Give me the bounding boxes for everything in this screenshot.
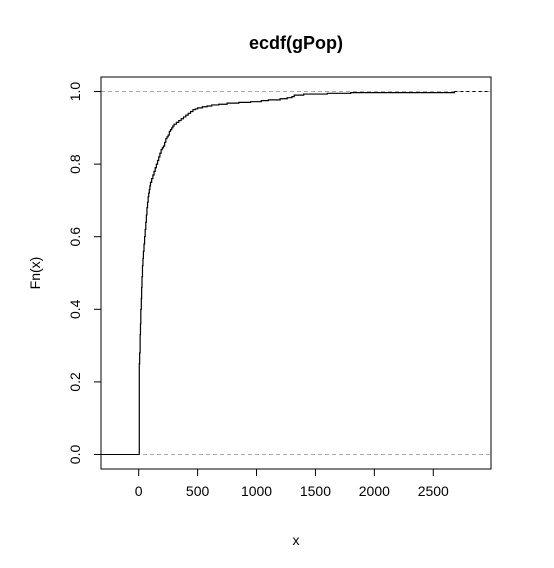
x-tick-label: 1000 xyxy=(241,483,272,499)
ecdf-step-line xyxy=(138,91,456,455)
x-tick-label: 1500 xyxy=(300,483,331,499)
series-layer xyxy=(101,91,491,455)
reference-lines xyxy=(101,91,491,455)
x-tick-label: 2000 xyxy=(359,483,390,499)
y-tick-label: 1.0 xyxy=(67,82,83,102)
chart-title: ecdf(gPop) xyxy=(249,33,343,53)
plot-frame xyxy=(100,76,492,470)
x-tick-label: 0 xyxy=(135,483,143,499)
y-tick-label: 0.6 xyxy=(67,227,83,247)
y-axis-label: Fn(x) xyxy=(27,257,43,290)
x-axis: 0 500 1000 1500 2000 2500 xyxy=(135,468,449,499)
y-tick-label: 0.2 xyxy=(67,372,83,392)
y-tick-label: 0.0 xyxy=(67,445,83,465)
y-axis: 0.0 0.2 0.4 0.6 0.8 1.0 xyxy=(67,82,102,465)
y-tick-label: 0.4 xyxy=(67,299,83,319)
x-axis-label: x xyxy=(293,532,300,548)
x-tick-label: 500 xyxy=(186,483,210,499)
x-tick-label: 2500 xyxy=(418,483,449,499)
y-tick-label: 0.8 xyxy=(67,154,83,174)
